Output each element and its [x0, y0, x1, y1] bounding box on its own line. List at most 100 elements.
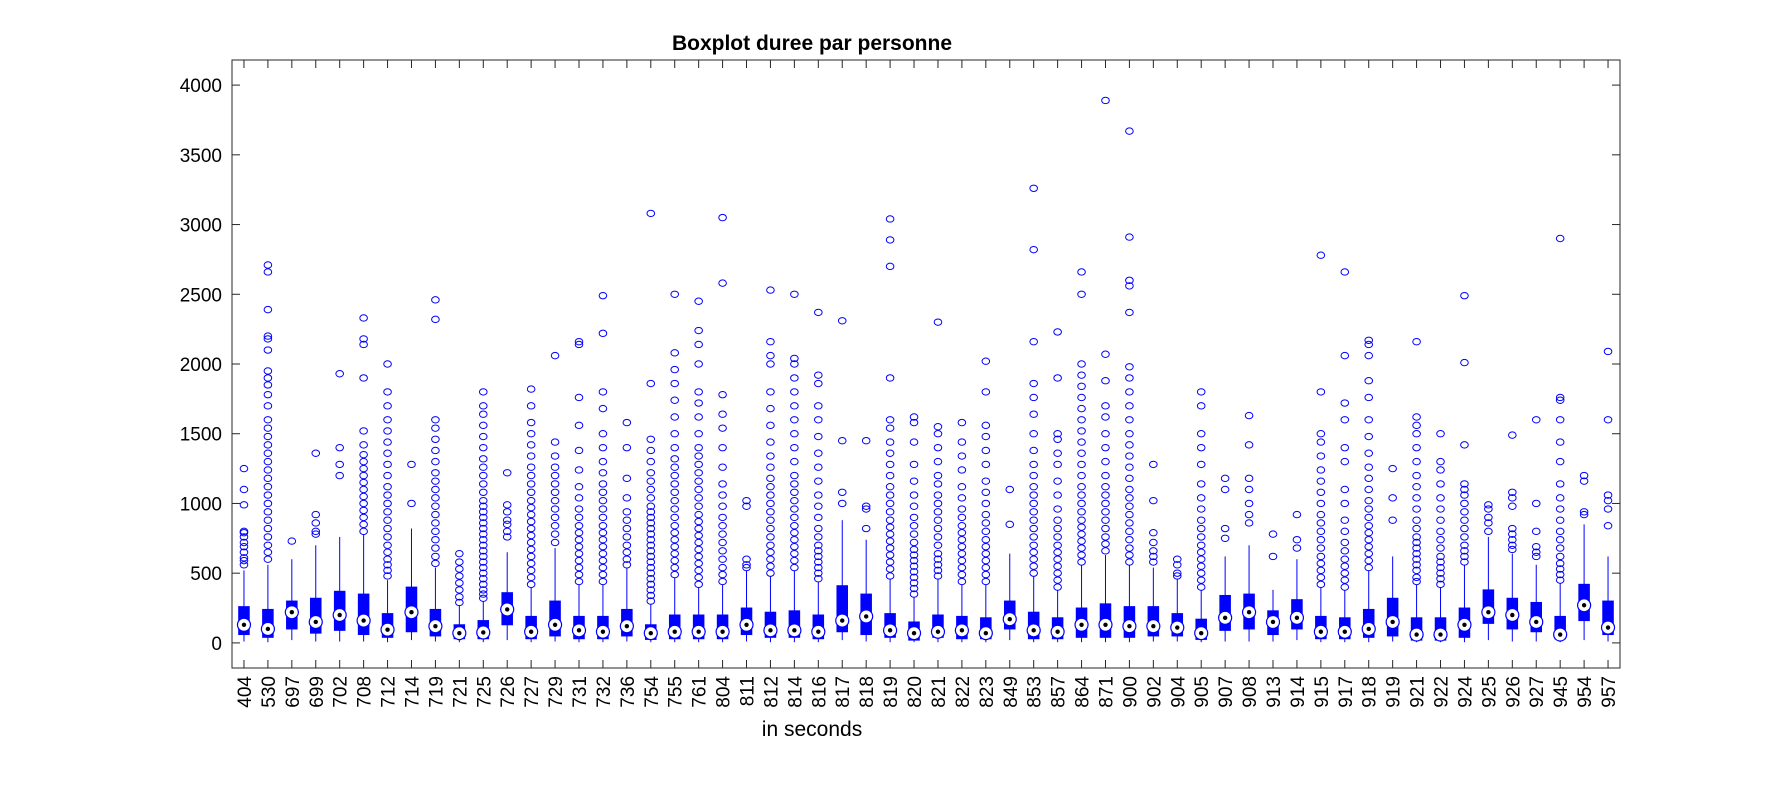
outlier-point — [1077, 404, 1086, 413]
outlier-point — [478, 471, 488, 480]
outlier-point — [1101, 96, 1110, 105]
outlier-point — [1029, 499, 1038, 508]
outlier-point — [1484, 501, 1493, 509]
outlier-point — [478, 563, 488, 572]
outlier-point — [1196, 430, 1206, 438]
outlier-point — [1196, 505, 1206, 513]
outlier-point — [1077, 551, 1086, 559]
outlier-point — [1196, 548, 1206, 556]
outlier-point — [909, 502, 919, 510]
x-tick-label: 729 — [546, 676, 567, 708]
outlier-point — [455, 586, 464, 594]
outlier-point — [718, 491, 727, 499]
outlier-point — [933, 566, 943, 575]
outlier-point — [1364, 336, 1374, 344]
outlier-point — [1436, 494, 1445, 502]
outlier-point — [1412, 421, 1421, 430]
x-tick-label: 905 — [1192, 676, 1213, 708]
outlier-point — [909, 573, 919, 582]
median-dot — [768, 628, 773, 633]
outlier-point — [766, 351, 775, 360]
outlier-point — [239, 485, 249, 494]
outlier-point — [694, 531, 703, 540]
x-tick-label: 731 — [570, 676, 591, 708]
y-tick-label: 0 — [211, 634, 222, 655]
outlier-point — [311, 530, 321, 538]
outlier-point — [885, 449, 895, 457]
outlier-point — [1196, 576, 1206, 584]
outlier-point — [431, 315, 440, 324]
outlier-point — [622, 474, 632, 483]
outlier-point — [1220, 474, 1230, 483]
outlier-point — [383, 471, 392, 480]
outlier-point — [1484, 527, 1493, 536]
outlier-point — [1077, 530, 1086, 538]
outlier-point — [598, 549, 608, 558]
outlier-point — [981, 536, 991, 544]
outlier-point — [1053, 576, 1062, 584]
outlier-point — [502, 501, 512, 509]
outlier-point — [407, 460, 416, 469]
outlier-point — [646, 586, 656, 594]
outlier-point — [574, 483, 584, 491]
outlier-point — [1460, 547, 1469, 555]
outlier-point — [526, 488, 536, 496]
outlier-point — [1340, 268, 1350, 276]
outlier-point — [957, 570, 967, 579]
outlier-point — [1077, 516, 1086, 524]
outlier-point — [814, 502, 823, 510]
outlier-point — [790, 488, 799, 496]
x-tick-label: 908 — [1240, 676, 1261, 708]
outlier-point — [1460, 491, 1469, 499]
outlier-point — [574, 577, 584, 586]
outlier-point — [1077, 523, 1086, 531]
outlier-point — [694, 485, 703, 494]
outlier-point — [502, 520, 512, 529]
outlier-point — [1436, 480, 1445, 488]
outlier-point — [1125, 463, 1134, 471]
outlier-point — [646, 591, 656, 600]
outlier-point — [550, 530, 560, 538]
outlier-point — [598, 542, 608, 551]
outlier-point — [814, 402, 823, 410]
outlier-point — [1436, 575, 1445, 583]
outlier-point — [1603, 347, 1613, 356]
outlier-point — [694, 559, 703, 568]
outlier-point — [694, 517, 703, 526]
box — [836, 585, 849, 633]
outlier-point — [646, 485, 656, 494]
x-tick-label: 755 — [666, 676, 687, 708]
outlier-point — [1603, 416, 1613, 424]
outlier-point — [1555, 565, 1565, 573]
x-tick-label: 919 — [1384, 676, 1405, 708]
outlier-point — [742, 563, 751, 572]
outlier-point — [814, 477, 823, 485]
x-tick-label: 726 — [498, 676, 519, 708]
outlier-point — [1172, 572, 1182, 580]
median-dot — [983, 630, 989, 636]
outlier-point — [1412, 533, 1421, 541]
outlier-point — [383, 541, 392, 549]
outlier-point — [1316, 559, 1326, 568]
outlier-point — [263, 548, 273, 556]
outlier-point — [1364, 416, 1374, 424]
outlier-point — [1196, 541, 1206, 549]
outlier-point — [359, 314, 368, 322]
outlier-point — [1340, 416, 1350, 424]
outlier-point — [383, 438, 392, 446]
median-dot — [1007, 616, 1012, 622]
outlier-point — [1053, 435, 1062, 444]
outlier-point — [1388, 494, 1397, 502]
outlier-point — [359, 335, 368, 343]
outlier-point — [670, 563, 680, 572]
outlier-point — [933, 499, 943, 508]
outlier-point — [718, 410, 727, 418]
outlier-point — [359, 506, 368, 515]
outlier-point — [1436, 527, 1445, 536]
x-tick-label: 719 — [426, 676, 447, 708]
outlier-point — [383, 508, 392, 516]
outlier-point — [359, 441, 368, 449]
outlier-point — [694, 566, 703, 575]
outlier-point — [790, 542, 799, 551]
outlier-point — [981, 549, 991, 558]
